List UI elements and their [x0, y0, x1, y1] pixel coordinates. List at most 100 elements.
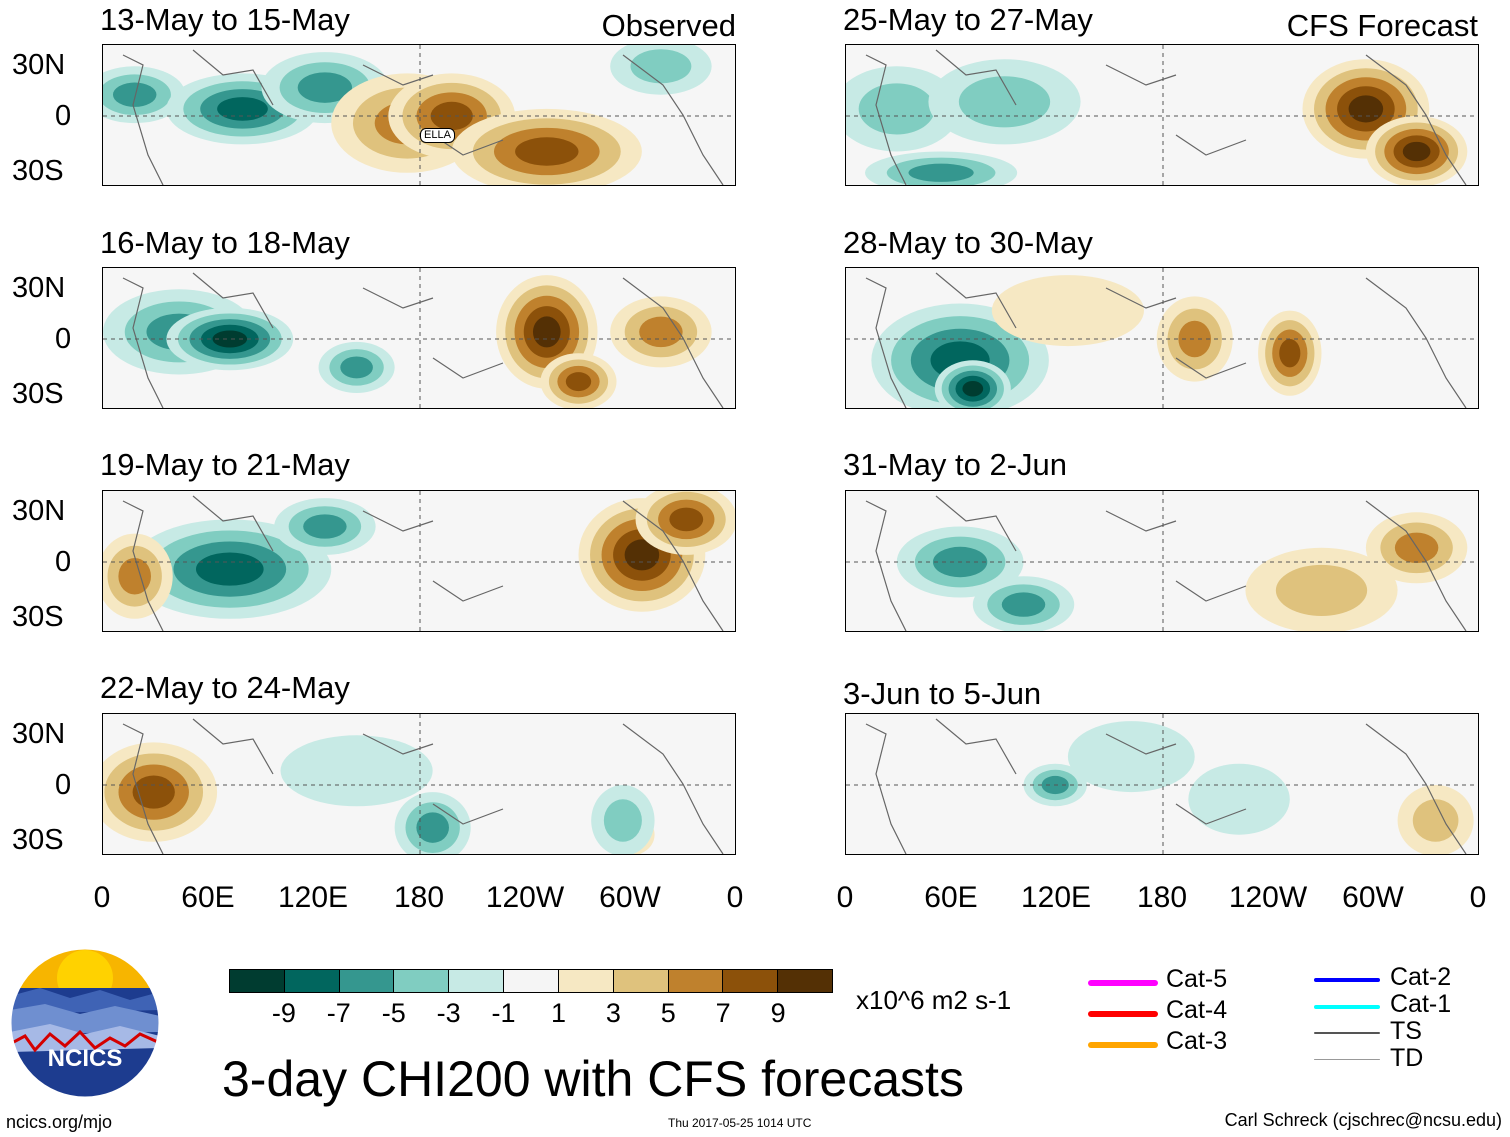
lon-label: 120W: [485, 881, 565, 914]
colorbar-tick-label: -1: [491, 998, 516, 1028]
colorbar-swatch: [284, 970, 340, 992]
ncics-logo: NCICS: [10, 948, 160, 1098]
lon-label: 0: [93, 881, 111, 914]
anomaly-contour: [1275, 564, 1368, 616]
lat-label-eq: 0: [55, 100, 72, 132]
legend-line-cat-1: [1314, 1005, 1380, 1009]
anomaly-contour: [217, 97, 268, 121]
colorbar-swatch: [339, 970, 395, 992]
colorbar-tick-label: 1: [550, 998, 566, 1028]
panel-title-7: 31-May to 2-Jun: [843, 447, 1067, 482]
lon-label: 180: [1136, 881, 1188, 914]
map-panel-3: [102, 490, 736, 632]
legend-label-ts: TS: [1390, 1017, 1422, 1045]
map-field: [103, 45, 735, 185]
lat-label-30n: 30N: [12, 49, 66, 81]
coastline: [122, 49, 724, 185]
lon-label: 0: [1469, 881, 1487, 914]
map-panel-1: [102, 44, 736, 186]
colorbar-swatch: [778, 970, 832, 992]
anomaly-contour: [297, 72, 353, 103]
map-field: [846, 45, 1478, 185]
lon-label: 60E: [181, 881, 235, 914]
anomaly-contour: [195, 552, 264, 586]
anomaly-contour: [1178, 320, 1212, 358]
colorbar-swatch: [723, 970, 779, 992]
legend-label-cat-3: Cat-3: [1166, 1027, 1228, 1055]
anomaly-contour: [624, 539, 660, 571]
legend-label-td: TD: [1390, 1044, 1424, 1072]
anomaly-contour: [1412, 799, 1459, 842]
map-field: [846, 491, 1478, 631]
legend-line-td: [1314, 1059, 1380, 1060]
anomaly-contour: [1279, 339, 1301, 368]
legend-label-cat-1: Cat-1: [1390, 990, 1452, 1018]
anomaly-contour: [958, 76, 1051, 128]
anomaly-contour: [639, 316, 683, 348]
anomaly-contour: [430, 101, 473, 131]
panel-title-5: 25-May to 27-May: [843, 2, 1093, 37]
colorbar-swatch: [230, 970, 285, 992]
map-field: [103, 268, 735, 408]
anomaly-contour: [908, 163, 974, 182]
lon-label: 60W: [1342, 881, 1404, 914]
anomaly-contour: [962, 380, 984, 397]
lat-label-30n: 30N: [12, 272, 66, 304]
colorbar-swatch: [504, 970, 559, 992]
coastline: [122, 495, 724, 631]
lat-label-eq: 0: [55, 323, 72, 355]
colorbar-tick-label: 7: [715, 998, 731, 1028]
lon-label: 180: [393, 881, 445, 914]
legend-line-cat-2: [1314, 978, 1380, 982]
colorbar-tick-label: 3: [605, 998, 621, 1028]
footer-url[interactable]: ncics.org/mjo: [6, 1112, 113, 1132]
lon-label: 120E: [1020, 881, 1092, 914]
lat-label-30s: 30S: [12, 378, 64, 410]
anomaly-contour: [515, 137, 579, 166]
lat-label-30n: 30N: [12, 495, 66, 527]
colorbar-swatch: [613, 970, 669, 992]
coastline: [865, 272, 1467, 408]
anomaly-contour: [858, 83, 935, 135]
coastline: [122, 272, 724, 408]
panel-title-2: 16-May to 18-May: [100, 225, 350, 260]
map-panel-4: [102, 713, 736, 855]
lat-label-eq: 0: [55, 769, 72, 801]
colorbar-tick-label: -9: [271, 998, 296, 1028]
colorbar-swatch: [394, 970, 450, 992]
lat-label-30s: 30S: [12, 155, 64, 187]
lon-label: 0: [726, 881, 744, 914]
anomaly-contour: [132, 775, 175, 809]
legend-line-cat-4: [1088, 1011, 1158, 1017]
anomaly-contour: [112, 82, 157, 107]
anomaly-contour: [280, 735, 433, 807]
anomaly-contour: [532, 316, 561, 348]
anomaly-contour: [340, 356, 373, 379]
anomaly-contour: [118, 557, 152, 595]
legend-line-ts: [1314, 1032, 1380, 1034]
map-panel-5: [845, 44, 1479, 186]
anomaly-contour: [1067, 721, 1195, 793]
anomaly-contour: [603, 799, 642, 842]
anomaly-contour: [669, 507, 704, 532]
footer-author: Carl Schreck (cjschrec@ncsu.edu): [1224, 1110, 1502, 1130]
anomaly-contour: [303, 514, 347, 539]
coastline: [865, 495, 1467, 631]
anomaly-contour: [991, 275, 1144, 347]
map-field: [103, 491, 735, 631]
lon-label: 120E: [277, 881, 349, 914]
colorbar-tick-label: -5: [381, 998, 406, 1028]
map-field: [103, 714, 735, 854]
anomaly-contour: [565, 372, 592, 392]
legend-label-cat-2: Cat-2: [1390, 963, 1452, 991]
lon-label: 0: [836, 881, 854, 914]
lon-label: 60W: [599, 881, 661, 914]
colorbar: [229, 969, 833, 993]
colorbar-units: x10^6 m2 s-1: [856, 985, 1012, 1015]
lat-label-eq: 0: [55, 546, 72, 578]
anomaly-contour: [630, 49, 692, 84]
lon-label: 120W: [1228, 881, 1308, 914]
map-field: [846, 268, 1478, 408]
anomaly-contour: [1348, 95, 1384, 123]
storm-label-ella: ELLA: [420, 128, 455, 143]
